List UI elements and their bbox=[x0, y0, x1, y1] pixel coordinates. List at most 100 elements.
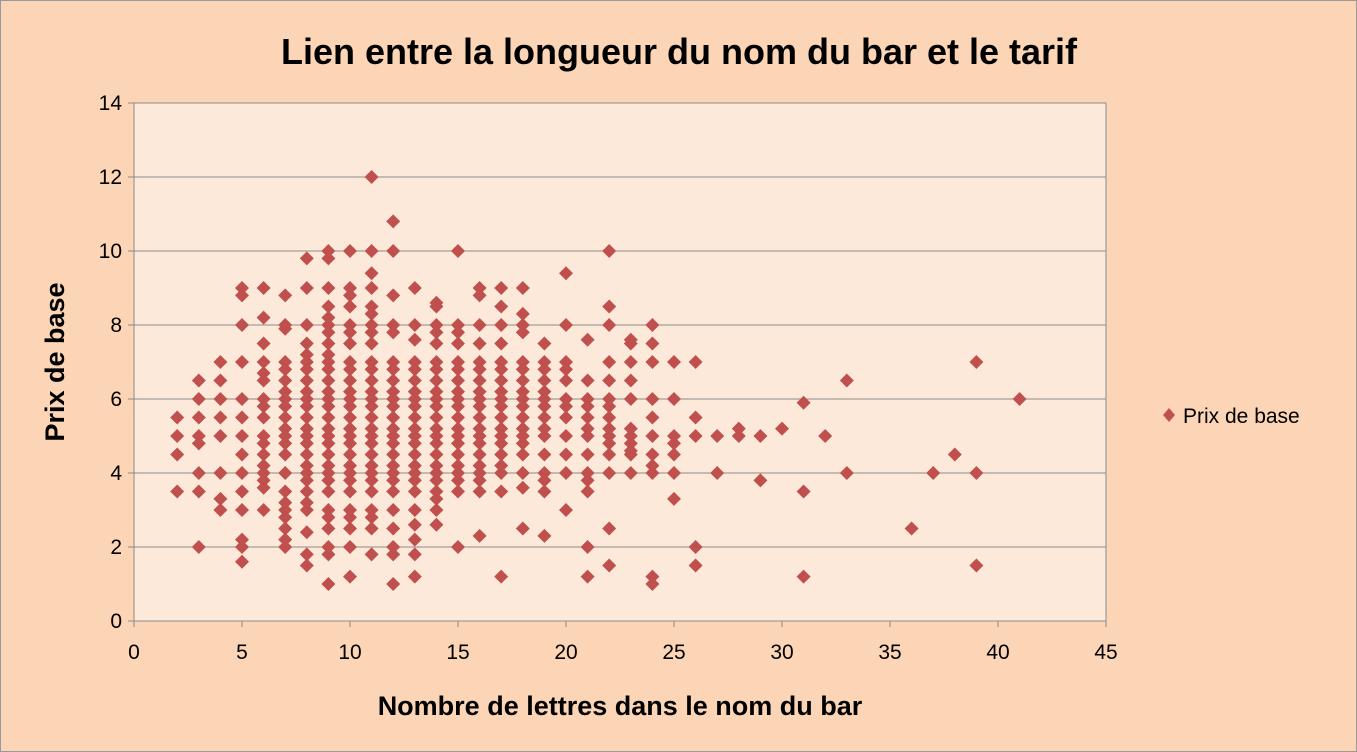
data-point bbox=[451, 384, 465, 399]
data-point bbox=[472, 392, 487, 406]
data-point bbox=[299, 347, 314, 362]
data-point bbox=[235, 532, 249, 547]
data-point bbox=[235, 503, 249, 517]
data-point bbox=[429, 325, 444, 340]
data-point bbox=[537, 392, 552, 406]
data-point bbox=[213, 373, 228, 388]
data-point bbox=[515, 421, 530, 436]
data-point bbox=[256, 480, 271, 495]
data-point bbox=[559, 373, 573, 388]
data-point bbox=[407, 410, 422, 425]
data-point bbox=[364, 244, 379, 258]
data-point bbox=[321, 503, 336, 517]
data-point bbox=[386, 325, 401, 340]
data-point bbox=[278, 532, 293, 547]
x-tick-label: 0 bbox=[128, 641, 140, 664]
data-point bbox=[278, 399, 293, 414]
data-point bbox=[299, 421, 314, 436]
data-point bbox=[235, 447, 249, 462]
data-point bbox=[364, 510, 379, 525]
data-point bbox=[191, 429, 206, 443]
data-point bbox=[580, 540, 595, 554]
data-point bbox=[515, 373, 530, 388]
data-point bbox=[580, 429, 595, 443]
data-point bbox=[904, 521, 919, 536]
data-point bbox=[278, 510, 293, 525]
data-point bbox=[364, 436, 379, 451]
data-point bbox=[256, 392, 271, 406]
y-tick-label: 4 bbox=[110, 462, 122, 485]
data-point bbox=[407, 421, 422, 436]
data-point bbox=[343, 373, 357, 388]
data-point bbox=[299, 355, 314, 369]
data-point bbox=[343, 288, 357, 303]
data-point bbox=[321, 318, 336, 332]
data-point bbox=[299, 484, 314, 499]
data-point bbox=[235, 484, 249, 499]
data-point bbox=[364, 355, 379, 369]
data-point bbox=[386, 466, 401, 480]
data-point bbox=[667, 436, 681, 451]
data-point bbox=[818, 429, 833, 443]
data-point bbox=[602, 521, 617, 536]
data-point bbox=[235, 288, 249, 303]
data-point bbox=[386, 288, 401, 303]
data-point bbox=[213, 355, 228, 369]
data-point bbox=[515, 429, 530, 443]
data-point bbox=[429, 362, 444, 377]
data-point bbox=[580, 399, 595, 414]
data-point bbox=[299, 436, 314, 451]
data-point bbox=[472, 436, 487, 451]
data-point bbox=[1012, 392, 1027, 406]
data-point bbox=[688, 429, 703, 443]
x-tick-label: 25 bbox=[662, 641, 685, 664]
data-point bbox=[364, 266, 379, 281]
data-point bbox=[321, 281, 336, 295]
data-point bbox=[256, 373, 271, 388]
data-point bbox=[796, 569, 811, 584]
y-tick-label: 0 bbox=[110, 610, 122, 633]
data-point bbox=[623, 373, 638, 388]
data-point bbox=[386, 577, 401, 591]
data-point bbox=[321, 429, 336, 443]
data-point bbox=[559, 429, 573, 443]
data-point bbox=[688, 410, 703, 425]
data-point bbox=[299, 399, 314, 414]
data-point bbox=[602, 429, 617, 443]
data-point bbox=[191, 392, 206, 406]
data-point bbox=[407, 355, 422, 369]
data-point bbox=[645, 569, 660, 584]
data-point bbox=[278, 392, 293, 406]
data-point bbox=[386, 484, 401, 499]
data-point bbox=[321, 473, 336, 488]
data-point bbox=[321, 244, 336, 258]
data-point bbox=[515, 447, 530, 462]
data-point bbox=[472, 421, 487, 436]
data-point bbox=[278, 429, 293, 443]
data-point bbox=[623, 429, 638, 443]
data-point bbox=[494, 458, 509, 473]
data-point bbox=[580, 447, 595, 462]
data-point bbox=[515, 384, 530, 399]
data-point bbox=[494, 484, 509, 499]
data-point bbox=[299, 466, 314, 480]
data-point bbox=[386, 355, 401, 369]
data-point bbox=[256, 355, 271, 369]
data-point bbox=[364, 325, 379, 340]
data-point bbox=[343, 429, 357, 443]
data-point bbox=[343, 355, 357, 369]
data-point bbox=[321, 251, 336, 266]
data-point bbox=[343, 484, 357, 499]
data-point bbox=[386, 447, 401, 462]
data-point bbox=[602, 421, 617, 436]
data-point bbox=[559, 362, 573, 377]
data-point bbox=[969, 355, 984, 369]
data-point bbox=[343, 281, 357, 295]
data-point bbox=[494, 355, 509, 369]
data-point bbox=[559, 466, 573, 480]
x-tick-label: 10 bbox=[338, 641, 361, 664]
data-point bbox=[472, 458, 487, 473]
data-point bbox=[472, 384, 487, 399]
x-tick-label: 5 bbox=[236, 641, 248, 664]
data-point bbox=[667, 491, 681, 506]
